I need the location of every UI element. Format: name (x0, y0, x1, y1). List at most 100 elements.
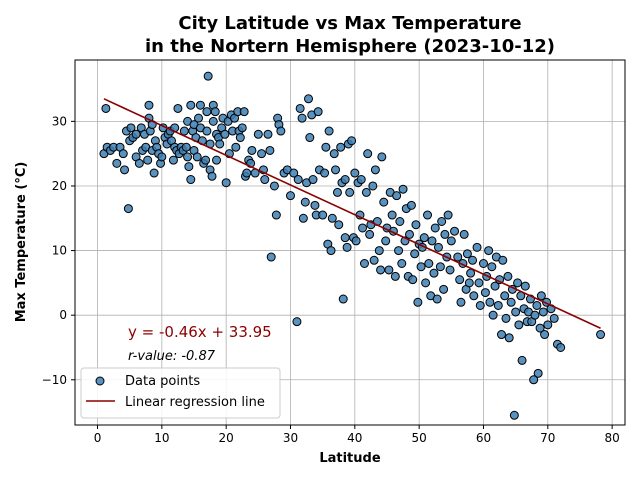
data-point (266, 252, 276, 262)
data-point (469, 291, 479, 301)
x-tick-label: 60 (476, 431, 491, 445)
data-point (295, 103, 305, 113)
data-point (265, 145, 275, 155)
data-point (392, 191, 402, 201)
data-point (350, 168, 360, 178)
data-point (207, 171, 217, 181)
data-point (327, 213, 337, 223)
data-point (184, 162, 194, 172)
data-point (210, 107, 220, 117)
data-point (231, 142, 241, 152)
data-point (304, 94, 314, 104)
x-tick-label: 0 (94, 431, 102, 445)
data-point (487, 262, 497, 272)
data-point (533, 368, 543, 378)
data-point (450, 226, 460, 236)
data-point (195, 100, 205, 110)
data-point (446, 236, 456, 246)
data-point (347, 136, 357, 146)
data-point (381, 236, 391, 246)
data-point (276, 126, 286, 136)
data-point (423, 210, 433, 220)
data-point (413, 297, 423, 307)
data-point (520, 281, 530, 291)
data-point (408, 275, 418, 285)
y-tick-label: −10 (42, 373, 67, 387)
data-point (298, 213, 308, 223)
data-point (464, 278, 474, 288)
data-point (437, 217, 447, 227)
x-tick-label: 70 (540, 431, 555, 445)
data-point (320, 168, 330, 178)
data-point (503, 271, 513, 281)
data-point (536, 291, 546, 301)
data-point (181, 142, 191, 152)
data-point (208, 116, 218, 126)
data-point (292, 317, 302, 327)
data-point (168, 155, 178, 165)
data-point (377, 152, 387, 162)
data-point (369, 255, 379, 265)
data-point (478, 258, 488, 268)
data-point (331, 165, 341, 175)
data-point (324, 126, 334, 136)
data-point (468, 255, 478, 265)
data-point (416, 262, 426, 272)
data-point (513, 278, 523, 288)
data-point (459, 229, 469, 239)
data-point (112, 158, 122, 168)
data-point (329, 149, 339, 159)
data-point (289, 168, 299, 178)
chart-title-line2: in the Nortern Hemisphere (2023-10-12) (145, 36, 555, 57)
data-point (529, 375, 539, 385)
data-point (472, 242, 482, 252)
data-point (263, 129, 273, 139)
data-point (221, 178, 231, 188)
data-point (336, 142, 346, 152)
data-point (363, 149, 373, 159)
data-point (271, 210, 281, 220)
data-point (484, 246, 494, 256)
data-point (358, 223, 368, 233)
data-point (313, 107, 323, 117)
data-point (308, 175, 318, 185)
plot-frame (74, 59, 626, 426)
data-point (173, 103, 183, 113)
data-point (239, 107, 249, 117)
data-point (342, 242, 352, 252)
data-point (359, 258, 369, 268)
data-point (493, 300, 503, 310)
data-point (429, 268, 439, 278)
y-tick-label: 10 (52, 244, 67, 258)
data-point (480, 288, 490, 298)
data-point (143, 155, 153, 165)
data-point (157, 152, 167, 162)
data-point (186, 100, 196, 110)
data-point (297, 113, 307, 123)
data-point (406, 200, 416, 210)
data-point (395, 217, 405, 227)
data-point (466, 268, 476, 278)
data-point (485, 297, 495, 307)
data-point (203, 71, 213, 81)
data-point (384, 265, 394, 275)
data-point (556, 342, 566, 352)
data-point (474, 278, 484, 288)
data-point (345, 187, 355, 197)
data-point (201, 155, 211, 165)
data-point (285, 191, 295, 201)
data-point (321, 142, 331, 152)
data-point (596, 330, 606, 340)
data-point (126, 123, 136, 133)
data-point (439, 284, 449, 294)
data-point (120, 165, 130, 175)
y-axis-label: Max Temperature (°C) (14, 162, 29, 323)
y-tick-label: 20 (52, 179, 67, 193)
data-point (514, 320, 524, 330)
x-tick-label: 80 (604, 431, 619, 445)
data-point (490, 281, 500, 291)
data-point (432, 294, 442, 304)
legend: Data points Linear regression line (80, 367, 281, 419)
data-point (144, 100, 154, 110)
